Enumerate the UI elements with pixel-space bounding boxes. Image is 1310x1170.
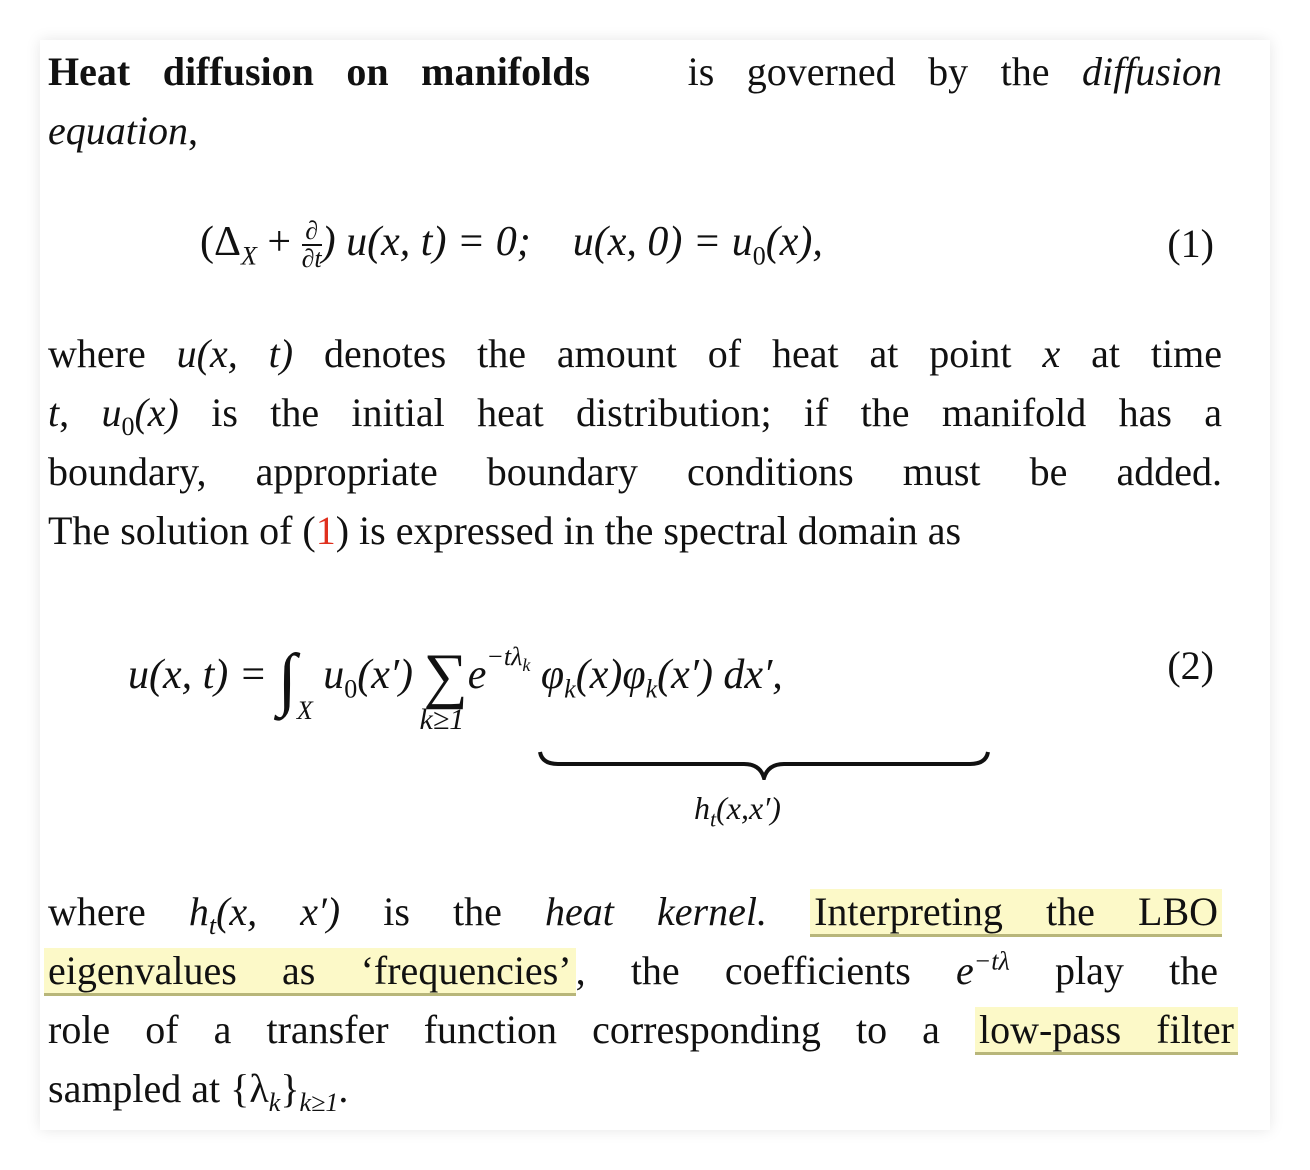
- text: }: [280, 1066, 300, 1111]
- eq-sub: k: [564, 674, 576, 704]
- eq-text: +: [256, 219, 302, 265]
- para1-line1: Heat diffusion on manifolds is governed …: [48, 48, 1222, 96]
- math-sub: k≥1: [299, 1088, 339, 1117]
- equation-2: u(x, t) = ∫X u0(x′) ∑ k≥1 e−tλk φk(x)φk(x′…: [128, 640, 783, 736]
- eq-text: ) u(x, t) = 0;: [321, 219, 531, 265]
- sum-sub: k≥1: [419, 703, 465, 736]
- math: x: [1042, 331, 1061, 376]
- frac-den: ∂t: [301, 244, 322, 274]
- text: is the initial heat distribution; if the…: [211, 390, 1223, 435]
- equation-reference-link[interactable]: 1: [315, 508, 336, 553]
- math: (x, x′): [216, 889, 341, 934]
- eq-text: u(x, 0) = u: [572, 219, 753, 265]
- text: ,: [59, 390, 70, 435]
- text: is the: [383, 889, 502, 934]
- text: ,: [187, 108, 198, 153]
- text: is governed by the: [687, 49, 1050, 94]
- eq-text: (x′): [357, 652, 414, 698]
- para2-line2: t, u0(x) is the initial heat distributio…: [48, 389, 1223, 440]
- text: role of a transfer function correspondin…: [48, 1007, 940, 1052]
- text: play the: [1055, 948, 1218, 993]
- eq-text: e: [467, 652, 487, 698]
- eq-text: φ: [540, 652, 565, 698]
- section-heading: Heat diffusion on manifolds: [48, 49, 591, 94]
- text: sampled at {λ: [48, 1066, 269, 1111]
- math: t: [48, 390, 60, 435]
- eq-text: (x): [575, 652, 623, 698]
- integral-sign: ∫: [277, 641, 297, 718]
- para3-line1: where ht(x, x′) is the heat kernel. Inte…: [48, 888, 1223, 939]
- eq-sub: k: [645, 674, 658, 704]
- para3-line3: role of a transfer function correspondin…: [48, 1006, 1238, 1055]
- underbrace-label: ht(x,x′): [694, 790, 781, 830]
- eq-sub: X: [241, 241, 257, 271]
- eq-text: h: [694, 790, 710, 826]
- para2-line4: The solution of (1) is expressed in the …: [48, 507, 1222, 555]
- math: u: [101, 390, 122, 435]
- text: , the coefficients: [575, 948, 911, 993]
- math-sub: t: [208, 911, 217, 940]
- text: boundary, appropriate boundary condition…: [48, 449, 1222, 494]
- eq-text: (x,x′): [716, 790, 781, 826]
- summation: ∑ k≥1: [420, 641, 468, 736]
- eq-sub: 0: [752, 241, 766, 271]
- text: denotes the amount of heat at point: [323, 331, 1012, 376]
- math-sup: −tλ: [973, 946, 1010, 976]
- equation-number-1: (1): [1167, 221, 1214, 266]
- eq-sup-sub: k: [522, 655, 531, 676]
- equation-number-2: (2): [1167, 643, 1214, 688]
- text: where: [48, 889, 146, 934]
- eq-text: (Δ: [200, 219, 241, 265]
- eq-sub: 0: [344, 674, 358, 704]
- italic-term: diffusion: [1082, 49, 1223, 94]
- frac-num: ∂: [301, 218, 322, 247]
- eq-sub: X: [296, 696, 313, 726]
- math: e: [956, 948, 974, 993]
- math: u(x, t): [176, 331, 294, 376]
- text: The solution of (: [48, 508, 316, 553]
- para3-line2: eigenvalues as ‘frequencies’, the coeffi…: [44, 946, 1218, 996]
- fraction: ∂ ∂t: [301, 218, 322, 274]
- highlight-annotation[interactable]: low-pass filter: [974, 1007, 1238, 1055]
- eq-text: u(x, t) =: [128, 652, 268, 698]
- highlight-annotation[interactable]: eigenvalues as ‘frequencies’: [44, 948, 576, 996]
- para3-line4: sampled at {λk}k≥1.: [48, 1065, 1222, 1116]
- text: .: [338, 1066, 349, 1111]
- equation-1: (ΔX + ∂ ∂t) u(x, t) = 0; u(x, 0) = u0(x),: [200, 218, 823, 272]
- math: (x): [134, 390, 179, 435]
- italic-term: heat kernel.: [545, 889, 767, 934]
- eq-sup: −tλ: [486, 642, 523, 671]
- eq-text: φ: [622, 652, 646, 698]
- text: where: [48, 331, 146, 376]
- eq-text: u: [323, 652, 345, 698]
- text: ) is expressed in the spectral domain as: [335, 508, 962, 553]
- highlight-annotation[interactable]: Interpreting the LBO: [810, 889, 1223, 937]
- math-sub: 0: [121, 412, 135, 441]
- para2-line3: boundary, appropriate boundary condition…: [48, 448, 1222, 496]
- eq-text: (x),: [765, 219, 823, 265]
- italic-term: equation: [48, 108, 188, 153]
- math-sub: k: [268, 1088, 281, 1117]
- eq-text: (x′) dx′,: [657, 652, 783, 698]
- math: h: [188, 889, 209, 934]
- text: at time: [1091, 331, 1223, 376]
- sum-sign: ∑: [423, 642, 468, 710]
- para1-line2: equation,: [48, 107, 1222, 155]
- para2-line1: where u(x, t) denotes the amount of heat…: [48, 330, 1222, 378]
- eq-sub: t: [710, 806, 717, 832]
- underbrace: [538, 751, 990, 780]
